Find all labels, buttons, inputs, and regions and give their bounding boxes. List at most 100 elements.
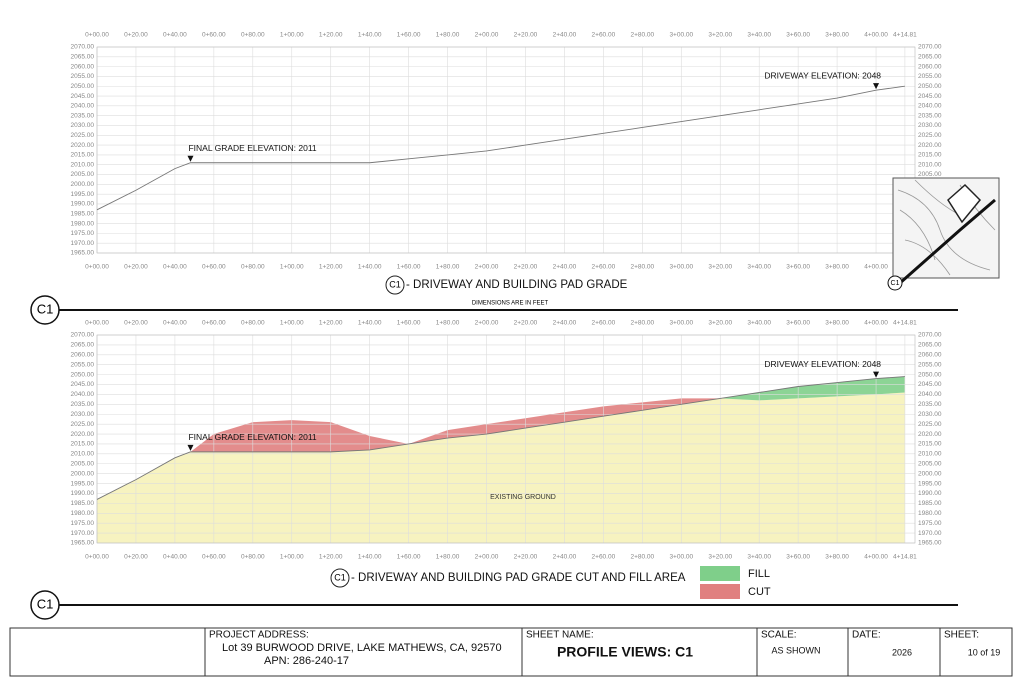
station-label: 3+80.00 (825, 32, 849, 39)
elevation-label: 2010.00 (71, 161, 95, 168)
cut-area (447, 424, 487, 439)
elevation-label: 1990.00 (918, 490, 942, 497)
elevation-label: 2045.00 (918, 381, 942, 388)
elevation-label: 2045.00 (71, 381, 95, 388)
elevation-label: 1975.00 (918, 520, 942, 527)
station-label: 3+80.00 (825, 264, 849, 271)
elevation-label: 2060.00 (71, 63, 95, 70)
station-label: 2+80.00 (630, 554, 654, 561)
station-label: 2+40.00 (553, 554, 577, 561)
elevation-label: 2035.00 (71, 112, 95, 119)
station-label: 1+80.00 (436, 320, 460, 327)
annotation-marker (873, 83, 880, 90)
station-label: 3+80.00 (825, 554, 849, 561)
station-label: 0+40.00 (163, 554, 187, 561)
elevation-label: 2045.00 (918, 93, 942, 100)
elevation-label: 2050.00 (71, 371, 95, 378)
annotation: FINAL GRADE ELEVATION: 2011 (188, 432, 316, 442)
address: Lot 39 BURWOOD DRIVE, LAKE MATHEWS, CA, … (222, 642, 502, 654)
elevation-label: 1985.00 (71, 210, 95, 217)
station-label: 2+60.00 (592, 264, 616, 271)
station-label: 1+20.00 (319, 554, 343, 561)
date-label: DATE: (852, 630, 881, 641)
elevation-label: 2055.00 (918, 73, 942, 80)
station-label: 0+20.00 (124, 32, 148, 39)
elevation-label: 2040.00 (71, 103, 95, 110)
cut-area (603, 402, 643, 417)
station-label: 1+40.00 (358, 264, 382, 271)
station-label: 2+80.00 (630, 264, 654, 271)
elevation-label: 2025.00 (71, 421, 95, 428)
station-label: 0+80.00 (241, 264, 265, 271)
elevation-label: 2000.00 (918, 470, 942, 477)
elevation-label: 1970.00 (71, 240, 95, 247)
plot-frame (96, 334, 916, 544)
station-label: 2+40.00 (553, 32, 577, 39)
elevation-label: 2030.00 (918, 411, 942, 418)
station-label: 4+14.81 (893, 320, 917, 327)
existing-ground-area (97, 392, 905, 543)
elevation-label: 2025.00 (918, 421, 942, 428)
elevation-label: 2070.00 (918, 44, 942, 51)
station-label: 2+20.00 (514, 320, 538, 327)
elevation-label: 2025.00 (918, 132, 942, 139)
station-label: 1+40.00 (358, 320, 382, 327)
fill-area (837, 378, 877, 397)
elevation-label: 1990.00 (71, 490, 95, 497)
date: 2026 (892, 647, 912, 657)
station-label: 2+20.00 (514, 32, 538, 39)
elevation-label: 2055.00 (71, 73, 95, 80)
elevation-label: 2065.00 (71, 342, 95, 349)
station-label: 0+00.00 (85, 320, 109, 327)
cut-area (330, 422, 370, 452)
elevation-label: 2020.00 (918, 431, 942, 438)
elevation-label: 2070.00 (71, 44, 95, 51)
elevation-label: 2045.00 (71, 93, 95, 100)
legend-swatch (700, 566, 740, 581)
annotation: DRIVEWAY ELEVATION: 2048 (764, 70, 881, 80)
station-label: 1+60.00 (397, 320, 421, 327)
fill-area (876, 376, 905, 395)
plot-frame (96, 46, 916, 254)
station-label: 2+60.00 (592, 32, 616, 39)
title-block (9, 627, 1013, 677)
station-label: 2+60.00 (592, 320, 616, 327)
elevation-label: 2050.00 (71, 83, 95, 90)
station-label: 0+80.00 (241, 32, 265, 39)
elevation-label: 1985.00 (918, 500, 942, 507)
section-id: C1 (37, 301, 54, 316)
annotation-marker (873, 371, 880, 378)
key-map: C1 (887, 177, 1000, 291)
station-label: 1+80.00 (436, 554, 460, 561)
station-label: 0+00.00 (85, 554, 109, 561)
station-label: 4+14.81 (893, 32, 917, 39)
elevation-label: 2015.00 (71, 441, 95, 448)
elevation-label: 2010.00 (918, 451, 942, 458)
view-id: C1 (389, 279, 401, 289)
elevation-label: 1980.00 (71, 510, 95, 517)
elevation-label: 2055.00 (71, 361, 95, 368)
elevation-label: 1970.00 (71, 530, 95, 537)
elevation-label: 1985.00 (71, 500, 95, 507)
elevation-label: 2010.00 (918, 161, 942, 168)
elevation-label: 2030.00 (71, 122, 95, 129)
elevation-label: 1975.00 (71, 230, 95, 237)
apn: APN: 286-240-17 (264, 655, 349, 667)
elevation-label: 1995.00 (918, 480, 942, 487)
station-label: 2+40.00 (553, 320, 577, 327)
elevation-label: 2065.00 (918, 342, 942, 349)
station-label: 1+00.00 (280, 32, 304, 39)
station-label: 3+60.00 (786, 554, 810, 561)
station-label: 1+00.00 (280, 320, 304, 327)
elevation-label: 2040.00 (918, 391, 942, 398)
annotation: DRIVEWAY ELEVATION: 2048 (764, 359, 881, 369)
elevation-label: 1980.00 (918, 510, 942, 517)
station-label: 1+40.00 (358, 554, 382, 561)
station-label: 2+20.00 (514, 554, 538, 561)
legend-label: CUT (748, 586, 771, 598)
station-label: 0+20.00 (124, 264, 148, 271)
station-label: 2+40.00 (553, 264, 577, 271)
station-label: 1+20.00 (319, 264, 343, 271)
elevation-label: 1975.00 (71, 520, 95, 527)
elevation-label: 2000.00 (71, 470, 95, 477)
